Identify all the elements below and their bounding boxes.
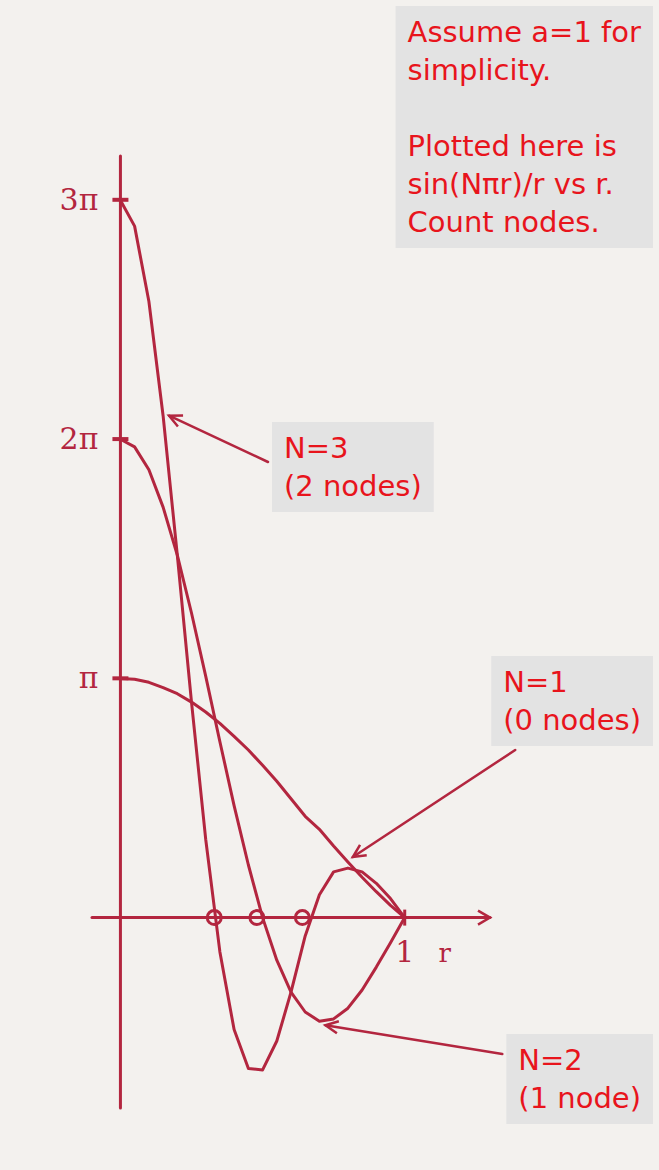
pointer-arrow bbox=[169, 416, 268, 462]
label-text: Assume a=1 for bbox=[408, 15, 641, 49]
x-axis bbox=[92, 916, 490, 919]
label-text: sin(Nπr)/r vs r. bbox=[408, 167, 614, 201]
x-axis-title: r bbox=[438, 938, 451, 968]
series-label: N=2 (1 node) bbox=[506, 1034, 653, 1124]
label-box bbox=[491, 656, 653, 746]
series-label: N=3 (2 nodes) bbox=[272, 422, 434, 512]
node-marker bbox=[207, 911, 221, 925]
pointer-arrow-head bbox=[169, 416, 183, 427]
curve bbox=[120, 439, 404, 1021]
background bbox=[0, 0, 659, 1170]
label-text: (1 node) bbox=[518, 1081, 641, 1115]
label-box bbox=[506, 1034, 653, 1124]
label-text: Count nodes. bbox=[408, 205, 600, 239]
chart: π 2π 3π 1r Assume a=1 for simplicity. Plotted … bbox=[0, 0, 659, 1170]
label-text: N=2 bbox=[518, 1043, 582, 1077]
pointer-arrow-head bbox=[325, 1021, 338, 1033]
pointer-arrow bbox=[325, 1025, 502, 1054]
x-axis-arrow bbox=[478, 911, 490, 925]
y-tick-label: 3π bbox=[60, 182, 99, 217]
label-box bbox=[396, 6, 653, 248]
series-label: N=1 (0 nodes) bbox=[491, 656, 653, 746]
curve bbox=[120, 679, 404, 918]
label-text: Plotted here is bbox=[408, 129, 617, 163]
node-marker bbox=[295, 911, 309, 925]
label-text: (2 nodes) bbox=[284, 469, 422, 503]
curve bbox=[120, 200, 404, 1070]
pointer-arrow bbox=[353, 750, 515, 857]
label-text: (0 nodes) bbox=[503, 703, 641, 737]
node-marker bbox=[250, 911, 264, 925]
plot-area bbox=[120, 200, 404, 1070]
y-tick-label: π bbox=[79, 660, 99, 695]
label-text: N=1 bbox=[503, 665, 567, 699]
x-tick-label: 1 bbox=[395, 934, 414, 969]
label-text: N=3 bbox=[284, 431, 348, 465]
y-tick-label: 2π bbox=[60, 421, 99, 456]
pointer-arrow-head bbox=[353, 845, 367, 857]
y-axis bbox=[119, 156, 122, 1108]
note-box: Assume a=1 for simplicity. Plotted here is… bbox=[396, 6, 653, 248]
label-box bbox=[272, 422, 434, 512]
label-text: simplicity. bbox=[408, 53, 552, 87]
